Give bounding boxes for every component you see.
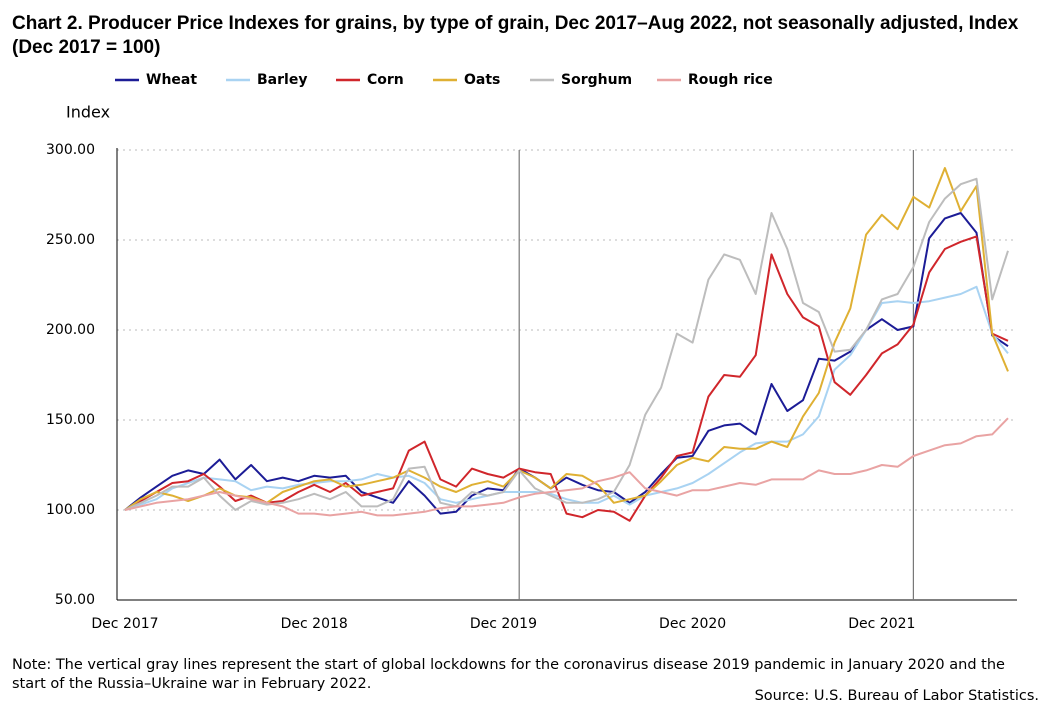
note: Note: The vertical gray lines represent …: [12, 657, 1005, 692]
series-line: [124, 235, 1009, 522]
x-tick-label: Dec 2018: [281, 616, 348, 632]
x-tick-label: Dec 2017: [91, 616, 158, 632]
y-tick-label: 250.00: [46, 232, 95, 248]
series-line: [124, 417, 1009, 517]
legend-label: Corn: [367, 72, 404, 88]
x-tick-label: Dec 2020: [659, 616, 726, 632]
y-tick-label: 300.00: [46, 142, 95, 158]
series-line: [124, 177, 1009, 511]
y-tick-label: 200.00: [46, 322, 95, 338]
x-tick-label: Dec 2021: [848, 616, 915, 632]
y-axis-label: Index: [66, 103, 110, 122]
legend-label: Rough rice: [688, 72, 773, 88]
series-line: [124, 285, 1009, 511]
series-line: [124, 167, 1009, 511]
legend-label: Barley: [257, 72, 307, 88]
y-tick-label: 150.00: [46, 412, 95, 428]
legend-label: Wheat: [146, 72, 197, 88]
y-tick-label: 100.00: [46, 502, 95, 518]
source: Source: U.S. Bureau of Labor Statistics.: [754, 688, 1039, 704]
x-tick-label: Dec 2019: [470, 616, 537, 632]
y-tick-label: 50.00: [55, 592, 95, 608]
legend-label: Oats: [464, 72, 500, 88]
chart-title: Chart 2. Producer Price Indexes for grai…: [12, 13, 1019, 58]
legend-label: Sorghum: [561, 72, 632, 88]
